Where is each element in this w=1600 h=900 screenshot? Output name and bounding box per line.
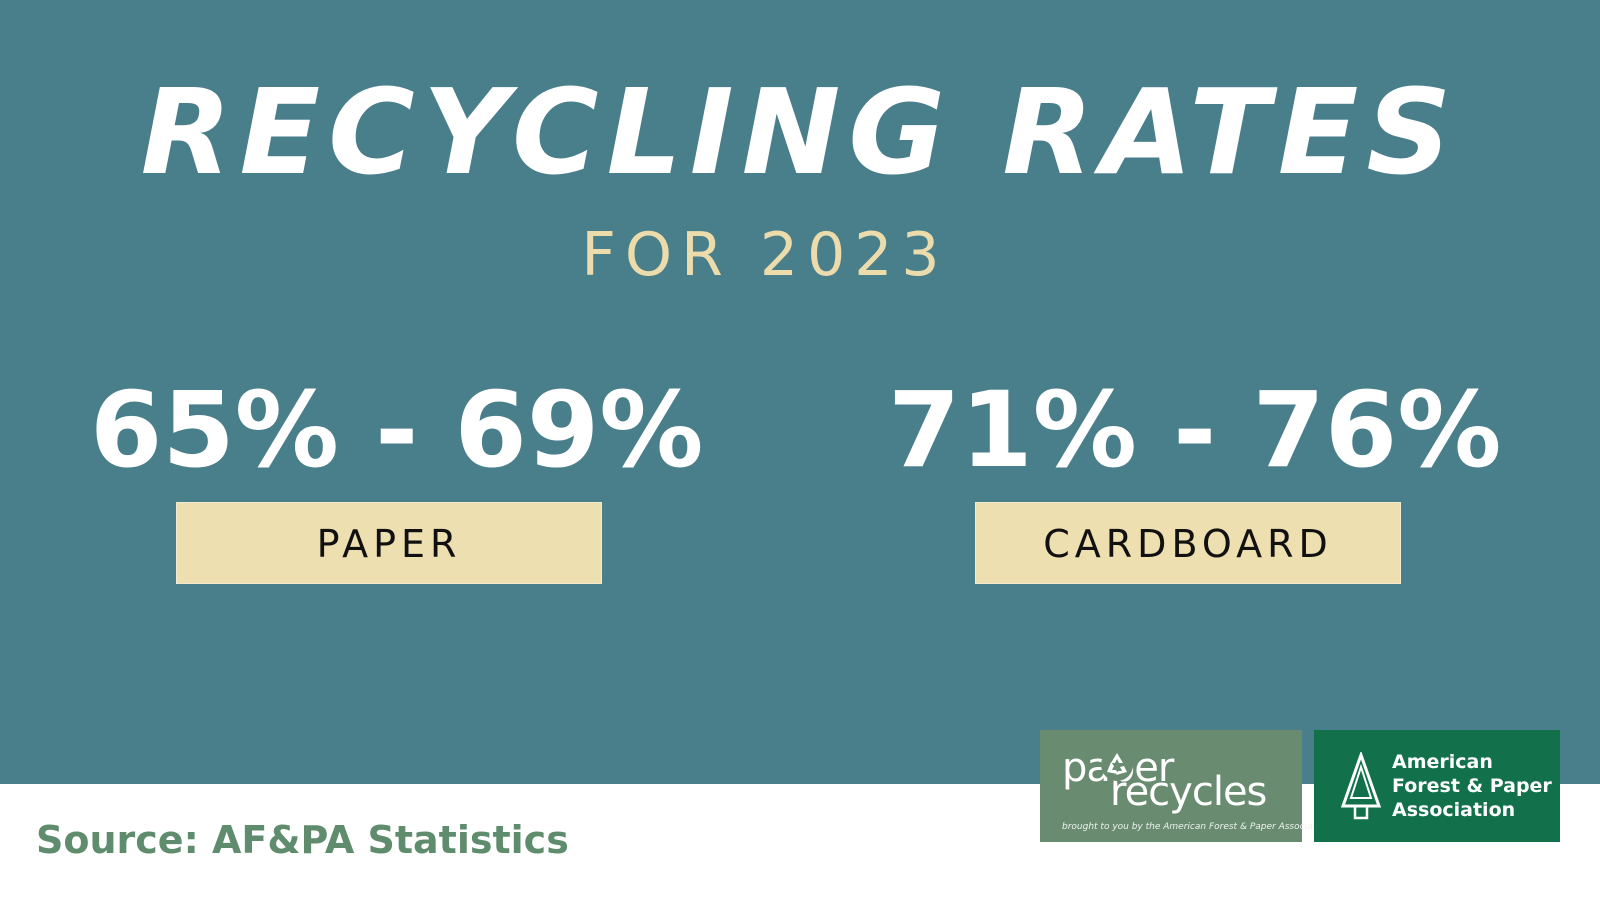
cardboard-rate-value: 71% - 76% xyxy=(888,369,1502,491)
afpa-name: American Forest & Paper Association xyxy=(1392,750,1552,822)
afpa-name-line2: Forest & Paper xyxy=(1392,775,1552,797)
paper-recycles-logo: paper recycles brought to you by the Ame… xyxy=(1040,730,1330,842)
page-subtitle: FOR 2023 xyxy=(581,220,949,290)
cardboard-label: CARDBOARD xyxy=(975,502,1401,584)
paper-recycles-tagline: brought to you by the American Forest & … xyxy=(1062,822,1330,832)
afpa-name-line1: American xyxy=(1392,751,1493,773)
paper-rate-value: 65% - 69% xyxy=(90,369,704,491)
page-title: RECYCLING RATES xyxy=(140,63,1460,201)
afpa-logo: American Forest & Paper Association xyxy=(1314,730,1560,842)
paper-recycles-word-bottom: recycles xyxy=(1110,769,1267,815)
source-note: Source: AF&PA Statistics xyxy=(36,818,569,862)
recycle-icon xyxy=(1101,749,1133,781)
tree-icon xyxy=(1340,752,1382,820)
paper-label: PAPER xyxy=(176,502,602,584)
afpa-name-line3: Association xyxy=(1392,799,1516,821)
header-panel xyxy=(0,0,1600,784)
